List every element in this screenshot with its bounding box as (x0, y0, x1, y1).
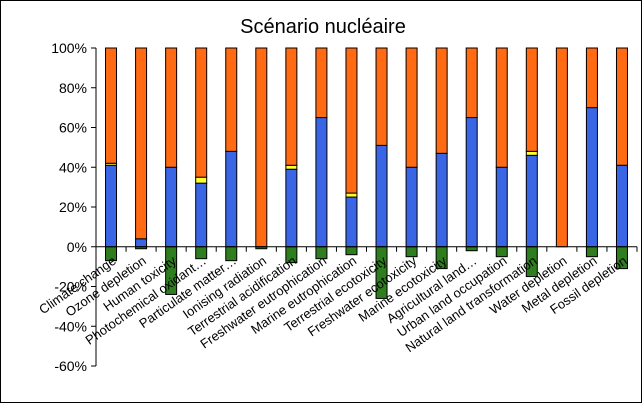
y-tick-label: 80% (59, 80, 87, 96)
bar-segment (165, 47, 178, 168)
bar-segment (195, 182, 208, 248)
bar-segment (315, 117, 328, 248)
bar-segment (465, 47, 478, 119)
y-tick-label: 100% (51, 40, 87, 56)
y-axis: -60% -40% -20% 0% 20% 40% 60% 80% 100% (51, 40, 97, 374)
bar-segment (345, 196, 358, 248)
bar-segment (195, 47, 208, 178)
bar-segment (615, 164, 628, 248)
y-tick-label: -40% (54, 318, 87, 334)
bar-segment (585, 107, 598, 248)
bar-segment (255, 47, 268, 248)
chart-title: Scénario nucléaire (240, 16, 406, 38)
bar-segment (435, 47, 448, 154)
bar-segment (615, 47, 628, 166)
y-tick-label: 20% (59, 199, 87, 215)
bar-segment (465, 246, 478, 252)
bar-segment (495, 47, 508, 168)
bar-segment (465, 117, 478, 248)
y-tick-label: 0% (67, 239, 87, 255)
bar-segment (405, 47, 418, 168)
bar-segment (525, 154, 538, 248)
bar-segment (495, 166, 508, 248)
bar-segment (225, 47, 238, 152)
bar-segment (525, 47, 538, 152)
bar-segment (435, 152, 448, 248)
bars (105, 47, 628, 299)
y-tick-label: 40% (59, 159, 87, 175)
bar-segment (165, 166, 178, 248)
bar-segment (585, 47, 598, 109)
bar-segment (345, 246, 358, 256)
bar-segment (525, 150, 538, 156)
bar-segment (345, 192, 358, 198)
y-tick-label: 60% (59, 120, 87, 136)
bar-segment (135, 238, 148, 248)
bar-segment (225, 150, 238, 248)
bar-segment (405, 166, 418, 248)
bar-segment (285, 164, 298, 170)
bar-segment (195, 176, 208, 184)
y-tick-label: -60% (54, 358, 87, 374)
bar-segment (375, 144, 388, 248)
y-tick-label: -20% (54, 279, 87, 295)
bar-segment (135, 47, 148, 240)
bar-segment (345, 47, 358, 194)
bar-segment (555, 47, 568, 248)
bar-segment (285, 168, 298, 248)
bar-segment (375, 47, 388, 146)
bar-segment (315, 47, 328, 119)
bar-segment (105, 164, 118, 248)
bar-segment (285, 47, 298, 166)
bar-segment (105, 47, 118, 164)
